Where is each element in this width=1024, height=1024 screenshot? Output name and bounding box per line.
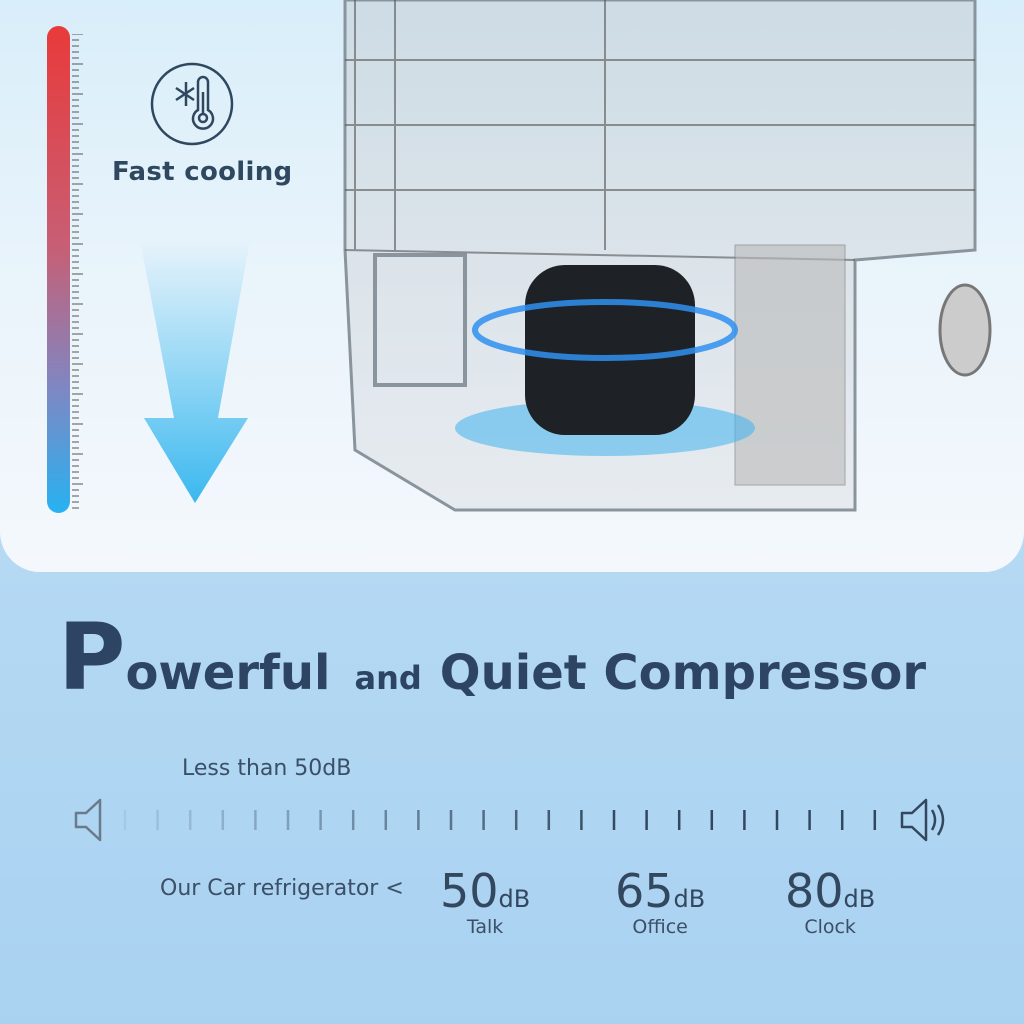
- feature-label: Fast cooling: [112, 157, 293, 187]
- level-value: 65: [615, 864, 674, 918]
- level-value: 50: [440, 864, 499, 918]
- level-unit: dB: [673, 885, 706, 913]
- speaker-loud-icon: [900, 798, 945, 842]
- headline-word1: owerful: [125, 645, 331, 701]
- speaker-mute-icon: [74, 798, 102, 842]
- noise-level-talk: 50dB Talk: [440, 864, 530, 938]
- compressor-fridge-image: [343, 0, 992, 512]
- level-label: Clock: [804, 916, 856, 938]
- level-unit: dB: [843, 885, 876, 913]
- level-value: 80: [785, 864, 844, 918]
- noise-level-clock: 80dB Clock: [785, 864, 875, 938]
- headline: Powerful and Quiet Compressor: [58, 604, 926, 711]
- volume-meter: [74, 798, 945, 842]
- headline-rest: Quiet Compressor: [439, 645, 927, 701]
- level-label: Talk: [466, 916, 504, 938]
- thermometer-bar: [47, 26, 70, 513]
- noise-level-office: 65dB Office: [615, 864, 705, 938]
- down-arrow-icon: [140, 240, 250, 503]
- level-label: Office: [632, 916, 688, 938]
- snowflake-thermometer-icon: [150, 62, 234, 146]
- hero-panel: Fast cooling: [0, 0, 1024, 572]
- headline-initial: P: [58, 604, 126, 711]
- level-unit: dB: [498, 885, 531, 913]
- thermometer-scale: [72, 34, 83, 509]
- product-noise-label: Our Car refrigerator <: [160, 876, 404, 901]
- headline-connector: and: [354, 659, 422, 697]
- noise-caption: Less than 50dB: [182, 756, 352, 781]
